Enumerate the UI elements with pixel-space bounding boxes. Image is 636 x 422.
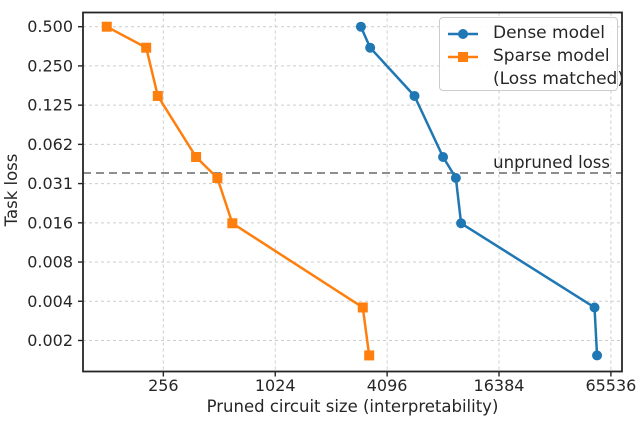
y-tick-label: 0.062 [27,135,73,154]
sparse-data-point [101,21,112,32]
sparse-data-point [152,90,163,101]
legend-label-sparse: Sparse model [493,46,610,66]
sparse-data-point [141,42,152,53]
x-tick-label: 256 [148,376,179,395]
y-tick-label: 0.500 [27,17,73,36]
sparse-data-point [191,151,202,162]
legend-sublabel-sparse: (Loss matched) [493,69,624,89]
sparse-data-point [357,302,368,313]
x-axis-label: Pruned circuit size (interpretability) [207,397,499,416]
legend-label-dense: Dense model [493,23,605,43]
y-tick-label: 0.004 [27,292,73,311]
sparse-line-marker-icon [448,51,478,62]
legend: Dense model Sparse model (Loss matched) [439,17,624,91]
dense-data-point [456,218,467,229]
dense-data-point [355,21,366,32]
x-tick-label: 4096 [367,376,408,395]
dense-line-marker-icon [448,28,478,39]
sparse-series-line [106,25,371,356]
dense-data-point [409,90,420,101]
dense-data-point [592,350,603,361]
axes-spines [82,11,623,373]
y-tick-label: 0.125 [27,96,73,115]
dense-data-point [438,151,449,162]
legend-spacer [448,79,478,80]
y-axis-label: Task loss [2,154,21,228]
y-tick-label: 0.016 [27,213,73,232]
x-tick-label: 65536 [585,376,636,395]
x-tick-label: 16384 [474,376,525,395]
x-tick-label: 1024 [255,376,296,395]
y-tick-label: 0.250 [27,56,73,75]
sparse-data-point [364,350,375,361]
plot-dynamic-layer: 256 1024 4096 16384 65536 0.500 0.250 0.125 0.06… [27,11,636,395]
y-tick-label: 0.002 [27,331,73,350]
legend-entry-sparse-sub: (Loss matched) [440,68,624,91]
legend-entry-dense: Dense model [440,22,617,45]
y-tick-label: 0.008 [27,253,73,272]
dense-series-line [359,26,599,356]
sparse-data-point [227,218,238,229]
sparse-data-point [212,172,223,183]
legend-entry-sparse: Sparse model [440,45,617,68]
dense-data-point [450,172,461,183]
unpruned-loss-label: unpruned loss [493,153,610,172]
y-tick-label: 0.031 [27,174,73,193]
dense-data-point [365,42,376,53]
dense-data-point [589,302,600,313]
